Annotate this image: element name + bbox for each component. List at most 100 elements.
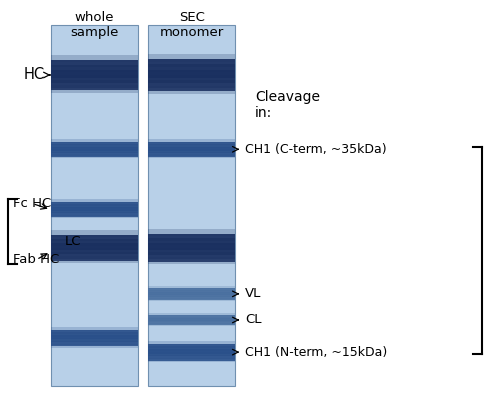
Bar xyxy=(50,152,138,156)
Bar xyxy=(50,252,138,259)
Bar xyxy=(50,212,138,216)
Bar xyxy=(148,352,235,356)
Bar xyxy=(148,144,235,148)
Bar xyxy=(148,80,235,88)
Bar xyxy=(148,318,235,321)
Bar xyxy=(148,320,235,322)
Text: CH1 (C-term, ~35kDa): CH1 (C-term, ~35kDa) xyxy=(232,143,386,156)
Bar xyxy=(50,144,138,148)
Bar xyxy=(50,80,138,87)
Bar xyxy=(148,252,235,260)
Bar xyxy=(148,149,235,153)
Bar xyxy=(50,210,138,213)
Bar xyxy=(148,288,235,300)
Bar xyxy=(50,235,138,261)
Bar xyxy=(50,199,138,203)
Bar xyxy=(148,147,235,151)
Bar xyxy=(148,355,235,359)
Bar xyxy=(148,229,235,236)
Bar xyxy=(50,202,138,206)
Bar xyxy=(148,70,235,78)
Bar xyxy=(148,257,235,264)
Bar xyxy=(50,25,138,386)
Bar xyxy=(50,65,138,73)
Bar xyxy=(148,323,235,326)
Bar xyxy=(148,142,235,157)
Bar xyxy=(148,344,235,361)
Bar xyxy=(50,215,138,218)
Text: Fc HC: Fc HC xyxy=(13,197,52,210)
Bar xyxy=(148,59,235,67)
Bar xyxy=(50,142,138,145)
Bar xyxy=(50,154,138,158)
Bar xyxy=(50,332,138,337)
Bar xyxy=(148,54,235,62)
Bar xyxy=(148,290,235,293)
Bar xyxy=(148,341,235,345)
Bar xyxy=(148,86,235,94)
Bar xyxy=(50,70,138,77)
Bar xyxy=(148,313,235,316)
Bar xyxy=(50,147,138,151)
Bar xyxy=(148,154,235,158)
Bar xyxy=(50,341,138,345)
Bar xyxy=(148,349,235,353)
Bar xyxy=(148,75,235,83)
Bar xyxy=(148,344,235,348)
Bar xyxy=(148,64,235,72)
Bar xyxy=(148,234,235,241)
Bar xyxy=(148,142,235,145)
Bar xyxy=(148,315,235,325)
Bar xyxy=(148,286,235,289)
Text: Fab HC: Fab HC xyxy=(13,253,60,266)
Bar xyxy=(148,296,235,299)
Bar xyxy=(50,344,138,348)
Bar xyxy=(50,75,138,83)
Bar xyxy=(148,234,235,262)
Bar xyxy=(50,139,138,143)
Bar xyxy=(148,25,235,386)
Bar xyxy=(50,248,138,254)
Bar xyxy=(148,358,235,362)
Text: CL: CL xyxy=(232,314,262,326)
Bar xyxy=(148,243,235,250)
Bar xyxy=(50,338,138,342)
Text: VL: VL xyxy=(232,287,262,300)
Text: whole
sample: whole sample xyxy=(70,11,118,39)
Bar xyxy=(148,294,235,297)
Bar xyxy=(50,235,138,241)
Bar xyxy=(50,330,138,334)
Bar xyxy=(50,60,138,90)
Text: HC: HC xyxy=(23,67,50,83)
Bar xyxy=(50,202,138,217)
Bar xyxy=(148,238,235,245)
Bar xyxy=(148,292,235,295)
Bar xyxy=(148,317,235,319)
Bar xyxy=(50,230,138,237)
Text: Cleavage
in:: Cleavage in: xyxy=(255,90,320,120)
Bar xyxy=(148,59,235,91)
Text: SEC
monomer: SEC monomer xyxy=(160,11,224,39)
Bar xyxy=(148,347,235,351)
Bar xyxy=(50,256,138,263)
Text: CH1 (N-term, ~15kDa): CH1 (N-term, ~15kDa) xyxy=(232,346,388,359)
Text: LC: LC xyxy=(65,235,82,248)
Bar xyxy=(148,248,235,255)
Bar xyxy=(50,204,138,208)
Bar xyxy=(148,139,235,143)
Bar xyxy=(148,315,235,318)
Bar xyxy=(50,239,138,245)
Bar xyxy=(148,322,235,324)
Bar xyxy=(50,85,138,93)
Bar xyxy=(148,288,235,291)
Bar xyxy=(50,149,138,153)
Bar xyxy=(50,142,138,157)
Bar xyxy=(50,335,138,339)
Bar xyxy=(148,152,235,156)
Bar xyxy=(148,298,235,301)
Bar xyxy=(50,60,138,67)
Bar xyxy=(50,243,138,250)
Bar xyxy=(50,330,138,347)
Bar xyxy=(50,55,138,62)
Bar xyxy=(50,207,138,211)
